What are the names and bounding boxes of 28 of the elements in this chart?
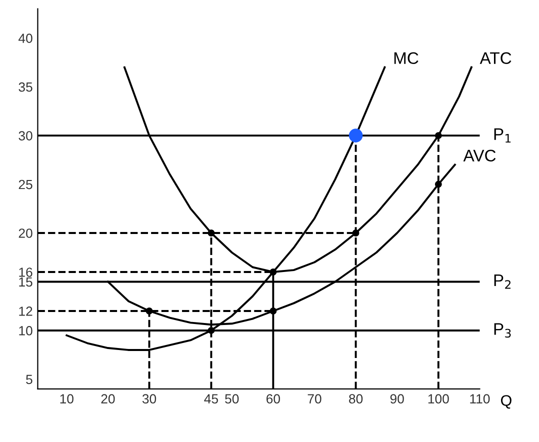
y-tick-label: 40 [18, 34, 32, 43]
ref-line-label: P$_{3}$ [494, 323, 511, 338]
y-tick-label: 25 [18, 180, 32, 190]
x-tick-label: 30 [142, 394, 156, 404]
y-tick-label: 20 [18, 228, 32, 238]
ref-line-label: P$_{1}$ [494, 128, 511, 143]
x-tick-label: 80 [349, 394, 363, 404]
x-tick-label: 70 [308, 394, 322, 404]
x-tick-label: 45 [204, 394, 218, 404]
y-tick-label: 10 [19, 326, 32, 336]
x-tick-label: 50 [225, 394, 239, 404]
y-tick-label: 35 [18, 82, 32, 92]
y-tick-label: 15 [19, 277, 32, 287]
series-label: MC [394, 52, 418, 64]
x-tick-label: 90 [390, 394, 404, 404]
y-tick-label: 30 [18, 131, 32, 140]
x-tick-label: 100 [428, 394, 449, 404]
x-axis-title: Q [501, 395, 512, 409]
series-label: ATC [480, 52, 512, 64]
x-tick-label: 10 [60, 394, 74, 404]
x-tick-label: 110 [470, 394, 490, 404]
y-tick-label: 16 [19, 268, 32, 277]
y-tick-label: 12 [19, 306, 32, 316]
ref-line-label: P$_{2}$ [494, 274, 510, 289]
y-tick-label: 5 [26, 374, 32, 384]
series-label: AVC [463, 150, 496, 162]
x-tick-label: 20 [101, 394, 115, 404]
x-tick-label: 60 [266, 394, 280, 404]
